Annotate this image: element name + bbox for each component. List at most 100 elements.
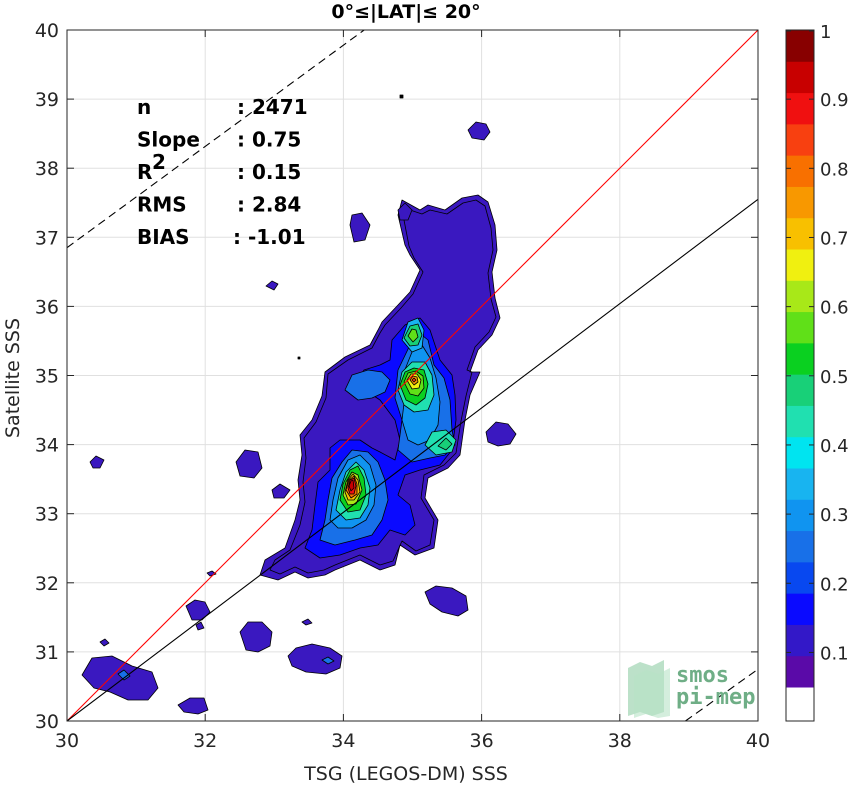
colorbar-cell [786,280,814,313]
stat-label: Slope [137,128,200,152]
blob-31.7 [185,599,211,621]
y-tick-label: 30 [35,711,59,733]
colorbar-tick-label: 0.9 [820,90,849,111]
colorbar-tick-label: 0.2 [820,574,849,595]
stat-value: : 2.84 [237,193,301,217]
blob-30.6-inner [117,669,131,681]
blob-right-34 [485,421,517,447]
stat-label: RMS [137,193,187,217]
blob-dot-35.2 [297,356,301,360]
colorbar-cell [786,436,814,469]
colorbar-cell [786,217,814,250]
stat-label: BIAS [137,225,190,249]
stat-label: n [137,95,151,119]
contour-0.55-c [407,328,419,343]
stats-annotation: n : 2471 Slope : 0.75 R 2 : 0.15 RMS : 2.84 BIAS:… [137,95,308,249]
colorbar-cell [786,530,814,563]
colorbar-cell [786,468,814,500]
line-lower-bound [685,668,758,721]
blob-top-right [467,121,491,141]
contour-0.75-b [411,377,417,383]
y-tick-label: 40 [35,20,59,42]
y-axis-label: Satellite SSS [2,318,24,438]
svg-text:smos: smos [676,663,729,688]
colorbar-cell [786,561,814,594]
blob-upper-left-a [349,212,371,243]
blob-30.9 [287,643,343,675]
colorbar-cell [786,92,814,125]
stat-value: : 2471 [237,95,308,119]
reference-lines [67,30,758,721]
stat-label: R [137,160,152,184]
blob-31.4 [195,621,205,631]
blob-31.8-bottom [424,585,469,617]
stat-value: : 0.15 [237,160,301,184]
colorbar: 0.1 0.2 0.3 0.4 0.5 0.6 0.7 0.8 0.9 1 [785,22,849,722]
blob-left-33.3 [235,449,263,479]
colorbar-cell [786,593,814,625]
y-tick-label: 38 [35,158,59,180]
colorbar-cell [786,123,814,156]
x-axis-label: TSG (LEGOS-DM) SSS [303,763,508,785]
blob-upper-b [397,202,413,221]
blob-31.1 [99,638,110,647]
colorbar-cell [786,186,814,219]
x-tick-label: 34 [331,730,355,752]
blob-31.3b [301,618,313,626]
colorbar-cell [786,687,814,721]
colorbar-cell [786,311,814,344]
colorbar-cell [786,155,814,187]
colorbar-tick-label: 0.8 [820,159,849,180]
colorbar-cell [786,405,814,438]
y-tick-label: 31 [35,642,59,664]
stat-value: : 0.75 [237,128,301,152]
colorbar-cell [786,624,814,657]
x-tick-label: 32 [193,730,217,752]
colorbar-tick-label: 0.4 [820,436,849,457]
x-tick-label: 38 [608,730,632,752]
colorbar-cell [786,374,814,406]
smos-pi-mep-logo: smos pi-mep [628,660,755,718]
colorbar-cell [786,655,814,688]
colorbar-tick-label: 0.1 [820,643,849,664]
blob-left-32.9 [271,483,291,499]
y-tick-label: 37 [35,227,59,249]
blob-30.9-inner [321,656,335,665]
line-regression [67,198,758,721]
axis-ticks: 30 32 34 36 38 40 30 31 32 33 34 35 36 37 38 39 40 [35,20,770,752]
contour-0.4 [424,429,457,456]
colorbar-tick-label: 0.5 [820,367,849,388]
colorbar-tick-label: 0.3 [820,505,849,526]
blob-36-a [265,280,279,291]
y-tick-label: 39 [35,89,59,111]
blob-30.6 [81,655,159,701]
colorbar-cell [786,499,814,532]
x-tick-label: 40 [746,730,770,752]
line-upper-bound [67,30,365,249]
contour-0.9 [348,479,355,492]
contour-0.2b [344,369,391,401]
colorbar-tick-label: 0.7 [820,228,849,249]
stat-value: : -1.01 [233,225,306,249]
blob-left-33.7 [89,455,105,469]
stat-label-superscript: 2 [152,150,166,174]
colorbar-tick-label: 1 [820,22,831,43]
x-tick-label: 36 [470,730,494,752]
y-tick-label: 33 [35,504,59,526]
blob-dot-39 [399,94,404,99]
y-tick-label: 36 [35,296,59,318]
y-tick-label: 35 [35,366,59,388]
colorbar-cell [786,342,814,375]
colorbar-tick-label: 0.6 [820,298,849,319]
contour-0.45 [437,437,453,451]
density-contours [81,94,517,715]
y-tick-label: 32 [35,573,59,595]
contour-0.05-outer-shell [269,199,497,575]
colorbar-cell [786,30,814,62]
colorbar-cell [786,249,814,281]
blob-30.2 [177,697,209,715]
line-one-to-one [67,30,758,721]
chart-title: 0°≤|LAT|≤ 20° [331,1,480,23]
colorbar-cell [786,61,814,94]
